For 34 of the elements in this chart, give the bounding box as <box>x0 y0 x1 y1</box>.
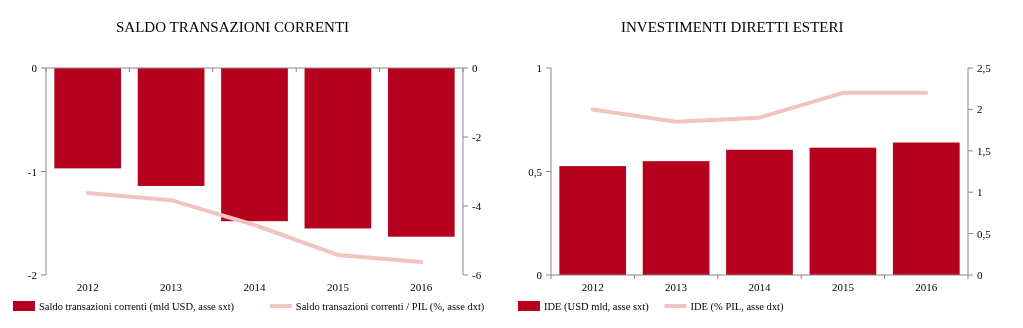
y-tick-label: -2 <box>27 269 37 281</box>
chart-title: INVESTIMENTI DIRETTI ESTERI <box>621 19 844 35</box>
y2-tick-label: -6 <box>472 269 482 281</box>
y2-tick-label: 2 <box>977 103 983 116</box>
x-tick-label: 2015 <box>831 281 855 293</box>
y-tick-label: 0 <box>536 269 543 281</box>
y-tick-label: 0 <box>31 62 38 74</box>
line-series <box>590 90 929 124</box>
y2-tick-label: 1 <box>977 186 983 199</box>
x-tick-label: 2016 <box>915 281 938 293</box>
x-tick-label: 2014 <box>748 281 771 293</box>
legend-label: Saldo transazioni correnti / PIL (%, asse dxt) <box>295 301 485 313</box>
y2-tick-label: 0 <box>977 269 983 281</box>
legend-label: Saldo transazioni correnti (mld USD, asse sxt) <box>39 301 235 313</box>
legend-label: IDE (% PIL, asse dxt) <box>690 301 784 313</box>
y2-tick-label: 0 <box>472 62 478 74</box>
legend-label: IDE (USD mld, asse sxt) <box>544 301 650 313</box>
x-tick-label: 2012 <box>581 281 604 293</box>
y2-tick-label: -2 <box>472 131 482 143</box>
x-tick-label: 2014 <box>243 281 266 293</box>
y2-tick-label: -4 <box>472 200 482 212</box>
line-series <box>85 190 424 264</box>
x-tick-label: 2016 <box>410 281 433 293</box>
chart-title: SALDO TRANSAZIONI CORRENTI <box>116 19 350 35</box>
x-tick-label: 2012 <box>76 281 99 293</box>
x-tick-label: 2015 <box>326 281 350 293</box>
x-tick-label: 2013 <box>665 281 688 293</box>
x-tick-label: 2013 <box>160 281 183 293</box>
y-tick-label: 0,5 <box>528 165 543 178</box>
y2-tick-label: 0,5 <box>977 227 992 240</box>
y-tick-label: -1 <box>27 165 37 178</box>
y2-tick-label: 2,5 <box>977 62 992 74</box>
y-tick-label: 1 <box>536 62 542 74</box>
y2-tick-label: 1,5 <box>977 144 992 157</box>
